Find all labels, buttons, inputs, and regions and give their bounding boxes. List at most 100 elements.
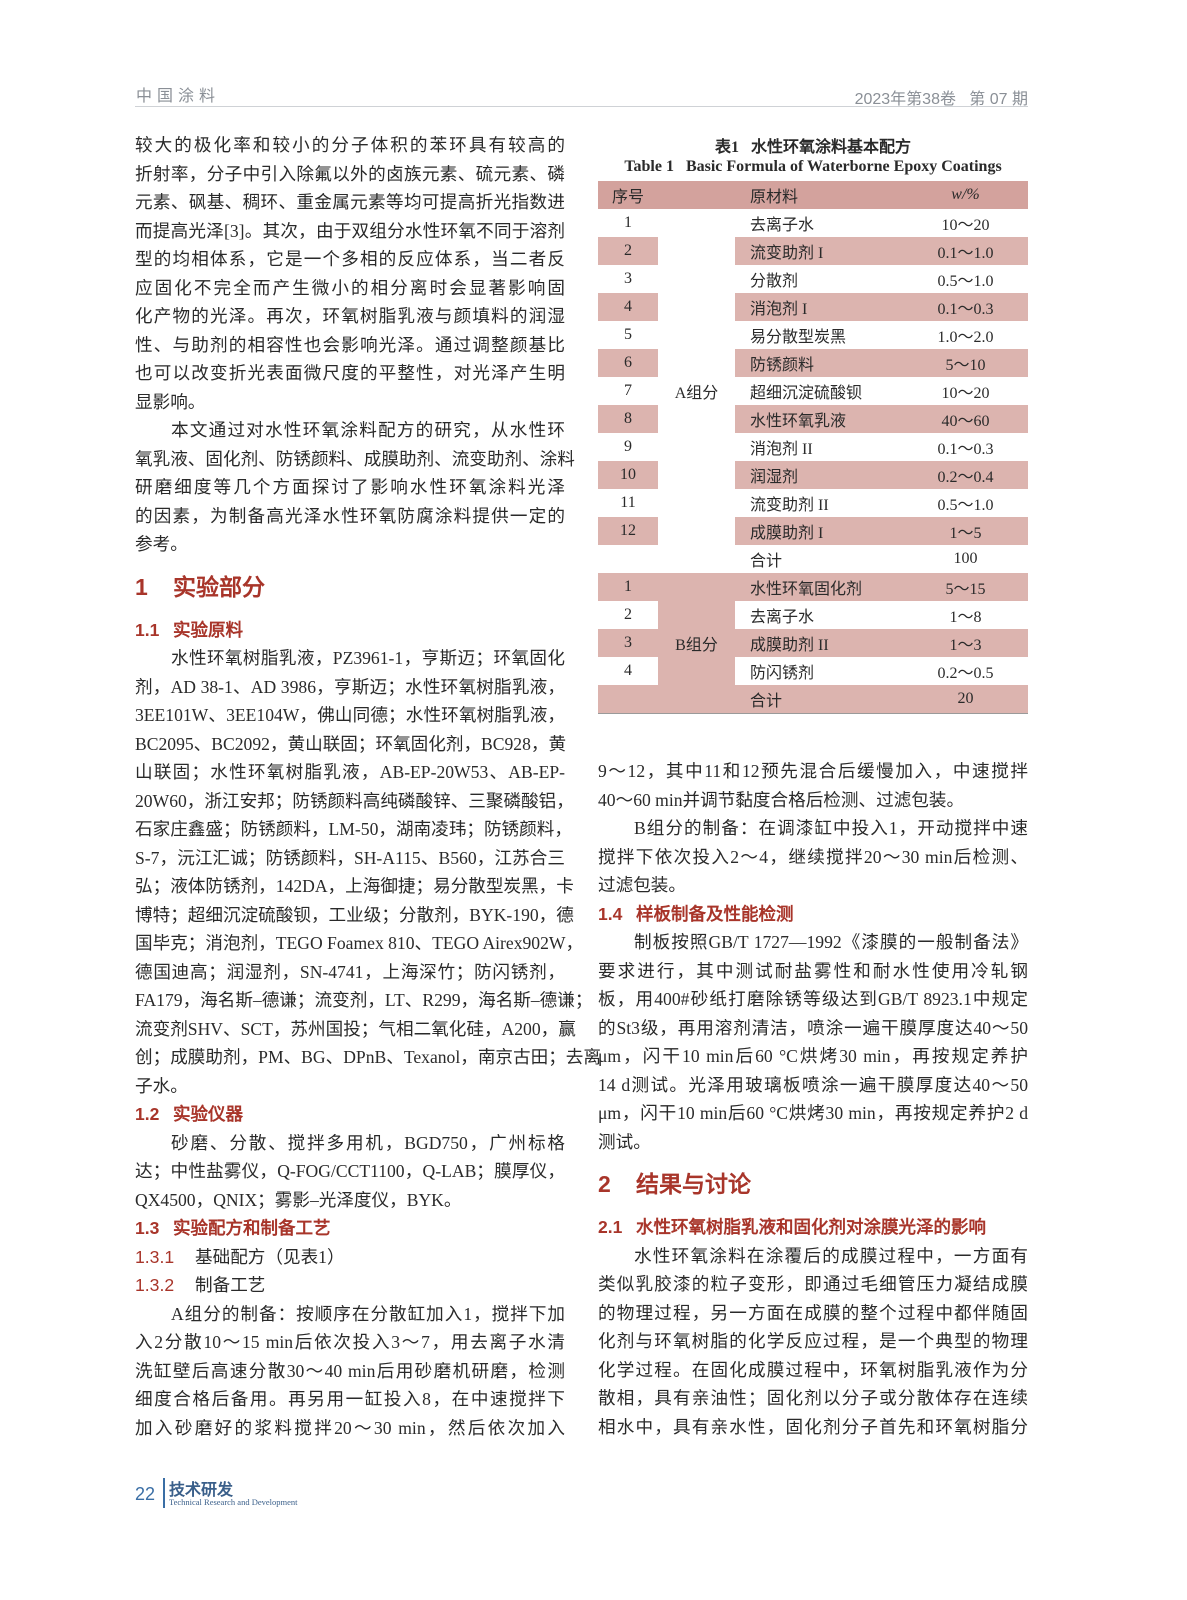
table-row: 11 流变助剂 II 0.5～1.0: [598, 489, 1028, 517]
cell-total-label: 合计: [735, 545, 903, 573]
cell-value: 5～15: [903, 573, 1028, 601]
cell-seq: 2: [598, 601, 658, 629]
text-line: 山联固；水性环氧树脂乳液，AB-EP-20W53、AB-EP-: [135, 762, 565, 782]
text-line: 要求进行，其中测试耐盐雾性和耐水性使用冷轧钢: [598, 960, 1028, 981]
paragraph: 水性环氧树脂乳液，PZ3961-1，亨斯迈；环氧固化剂，AD 38-1、AD 3…: [135, 644, 601, 1100]
right-column: 9～12，其中11和12预先混合后缓慢加入，中速搅拌 40～60 min并调节黏度…: [598, 757, 1028, 1441]
cell-material: 易分散型炭黑: [735, 321, 903, 349]
subsection-heading: 1.3 实验配方和制备工艺: [135, 1214, 565, 1243]
cell-material: 去离子水: [735, 209, 903, 237]
text-line: 化产物的光泽。再次，环氧树脂乳液与颜填料的润湿: [135, 306, 565, 326]
cell-material: 流变助剂 I: [735, 237, 903, 265]
cell-material: 去离子水: [735, 601, 903, 629]
cell-seq: 11: [598, 489, 658, 517]
cell-material: 流变助剂 II: [735, 489, 903, 517]
heading-text: 实验部分: [173, 573, 265, 600]
text-line: BC2095、BC2092，黄山联固；环氧固化剂，BC928，黄: [135, 733, 567, 754]
heading-text: 结果与讨论: [636, 1171, 751, 1197]
text-line: S-7，沅江汇诚；防锈颜料，SH-A115、B560，江苏合三: [135, 847, 565, 868]
paragraph: A组分的制备：按顺序在分散缸加入1，搅拌下加 入2分散10～15 min后依次投入…: [135, 1300, 565, 1443]
heading-text: 实验仪器: [173, 1104, 243, 1124]
cell-seq: 9: [598, 433, 658, 461]
cell-value: 1～3: [903, 629, 1028, 657]
issue-info: 2023年第38卷 第 07 期: [854, 91, 1028, 108]
cell-value: 40～60: [903, 405, 1028, 433]
text-line: 元素、砜基、稠环、重金属元素等均可提高折光指数进: [135, 192, 565, 212]
text-line: 型的均相体系，它是一个多相的反应体系，当二者反: [135, 249, 565, 269]
cell-seq: 1: [598, 573, 658, 601]
cell-material: 超细沉淀硫酸钡: [735, 377, 903, 405]
cell-seq: 8: [598, 405, 658, 433]
subsubsection-heading: 1.3.2 制备工艺: [135, 1271, 565, 1300]
text-line: 氧乳液、固化剂、防锈颜料、成膜助剂、流变助剂、涂料: [135, 448, 575, 469]
text-line: 的物理过程，另一方面在成膜的整个过程中都伴随固: [598, 1302, 1028, 1323]
heading-text: 制备工艺: [195, 1275, 266, 1295]
cell-material: 成膜助剂 II: [735, 629, 903, 657]
formula-table: 序号 原材料 w/% 1 A组分 去离子水 10～20 2 流变助剂 I 0.1～1.0 3 分…: [598, 181, 1028, 714]
table-row: 8 水性环氧乳液 40～60: [598, 405, 1028, 433]
text-line: 散相，具有亲油性；固化剂以分子或分散体存在连续: [598, 1388, 1028, 1408]
cell-seq: 1: [598, 209, 658, 237]
cell-value: 0.5～1.0: [903, 265, 1028, 293]
text-line: 加入砂磨好的浆料搅拌20～30 min，然后依次加入: [135, 1417, 565, 1438]
text-line: 3EE101W、3EE104W，佛山同德；水性环氧树脂乳液，: [135, 705, 565, 725]
cell-material: 水性环氧乳液: [735, 405, 903, 433]
cell-material: 成膜助剂 I: [735, 517, 903, 545]
cell-value: 10～20: [903, 377, 1028, 405]
text-line: 水性环氧树脂乳液，PZ3961-1，亨斯迈；环氧固化: [171, 648, 565, 668]
subsection-heading: 1.1 实验原料: [135, 616, 565, 645]
table-total-row: 合计 20: [598, 685, 1028, 714]
text-line: 创；成膜助剂，PM、BG、DPnB、Texanol，南京古田；去离: [135, 1047, 601, 1067]
heading-number: 1.3.1: [135, 1246, 175, 1267]
text-line: 国毕克；消泡剂，TEGO Foamex 810、TEGO Airex902W，: [135, 933, 584, 953]
text-line: 砂磨、分散、搅拌多用机，BGD750，广州标格: [171, 1132, 565, 1153]
paragraph: 砂磨、分散、搅拌多用机，BGD750，广州标格 达；中性盐雾仪，Q-FOG/CCT…: [135, 1129, 565, 1215]
paragraph: 9～12，其中11和12预先混合后缓慢加入，中速搅拌 40～60 min并调节黏度…: [598, 757, 1028, 814]
text-line: 制板按照GB/T 1727—1992《漆膜的一般制备法》: [634, 932, 1028, 952]
text-line: 剂，AD 38-1、AD 3986，亨斯迈；水性环氧树脂乳液，: [135, 676, 565, 697]
cell-seq: 10: [598, 461, 658, 489]
heading-number: 1.2: [135, 1104, 160, 1124]
heading-number: 1: [135, 573, 148, 600]
cell-value: 0.1～0.3: [903, 293, 1028, 321]
text-line: 类似乳胶漆的粒子变形，即通过毛细管压力凝结成膜: [598, 1274, 1028, 1294]
cell-seq: 3: [598, 265, 658, 293]
header-value: w/%: [903, 181, 1028, 209]
footer-divider: [163, 1478, 165, 1508]
cell-value: 1～5: [903, 517, 1028, 545]
heading-number: 2.1: [598, 1217, 623, 1237]
text-line: QX4500，QNIX；雾影–光泽度仪，BYK。: [135, 1189, 462, 1210]
heading-text: 实验配方和制备工艺: [173, 1218, 331, 1238]
text-line: 板，用400#砂纸打磨除锈等级达到GB/T 8923.1中规定: [598, 989, 1028, 1009]
subsection-heading: 1.2 实验仪器: [135, 1100, 565, 1129]
paragraph: 制板按照GB/T 1727—1992《漆膜的一般制备法》要求进行，其中测试耐盐雾…: [598, 928, 1028, 1156]
cell-seq-empty: [598, 545, 658, 573]
text-line: 14 d测试。光泽用玻璃板喷涂一遍干膜厚度达40～50: [598, 1074, 1028, 1095]
heading-number: 2: [598, 1171, 611, 1197]
heading-text: 实验原料: [173, 619, 243, 640]
table-row: 7 超细沉淀硫酸钡 10～20: [598, 377, 1028, 405]
text-line: 水性环氧涂料在涂覆后的成膜过程中，一方面有: [634, 1245, 1028, 1266]
cell-material: 防锈颜料: [735, 349, 903, 377]
text-line: 研磨细度等几个方面探讨了影响水性环氧涂料光泽: [135, 477, 565, 497]
table-row: 4 消泡剂 I 0.1～0.3: [598, 293, 1028, 321]
cell-value: 10～20: [903, 209, 1028, 237]
cell-seq: 7: [598, 377, 658, 405]
text-line: 化学过程。在固化成膜过程中，环氧树脂乳液作为分: [598, 1359, 1028, 1380]
paragraph: 本文通过对水性环氧涂料配方的研究，从水性环 氧乳液、固化剂、防锈颜料、成膜助剂、流…: [135, 416, 575, 559]
cell-material: 消泡剂 I: [735, 293, 903, 321]
heading-number: 1.3: [135, 1218, 160, 1238]
header-rule: [135, 106, 1028, 107]
table-row: 1 A组分 去离子水 10～20: [598, 209, 1028, 573]
text-line: 显影响。: [135, 391, 206, 412]
footer-section-en: Technical Research and Development: [169, 1497, 298, 1507]
header-material: 原材料: [735, 181, 903, 209]
cell-value: 5～10: [903, 349, 1028, 377]
paragraph: 较大的极化率和较小的分子体积的苯环具有较高的 折射率，分子中引入除氟以外的卤族元素…: [135, 131, 565, 416]
cell-total-value: 100: [903, 545, 1028, 573]
text-line: FA179，海名斯–德谦；流变剂，LT、R299，海名斯–德谦；: [135, 990, 593, 1010]
text-line: 洗缸壁后高速分散30～40 min后用砂磨机研磨，检测: [135, 1360, 565, 1381]
text-line: μm，闪干10 min后60 °C烘烤30 min，再按规定养护2 d: [598, 1103, 1028, 1123]
cell-material: 防闪锈剂: [735, 657, 903, 685]
text-line: 的St3级，再用溶剂清洁，喷涂一遍干膜厚度达40～50: [598, 1017, 1028, 1038]
